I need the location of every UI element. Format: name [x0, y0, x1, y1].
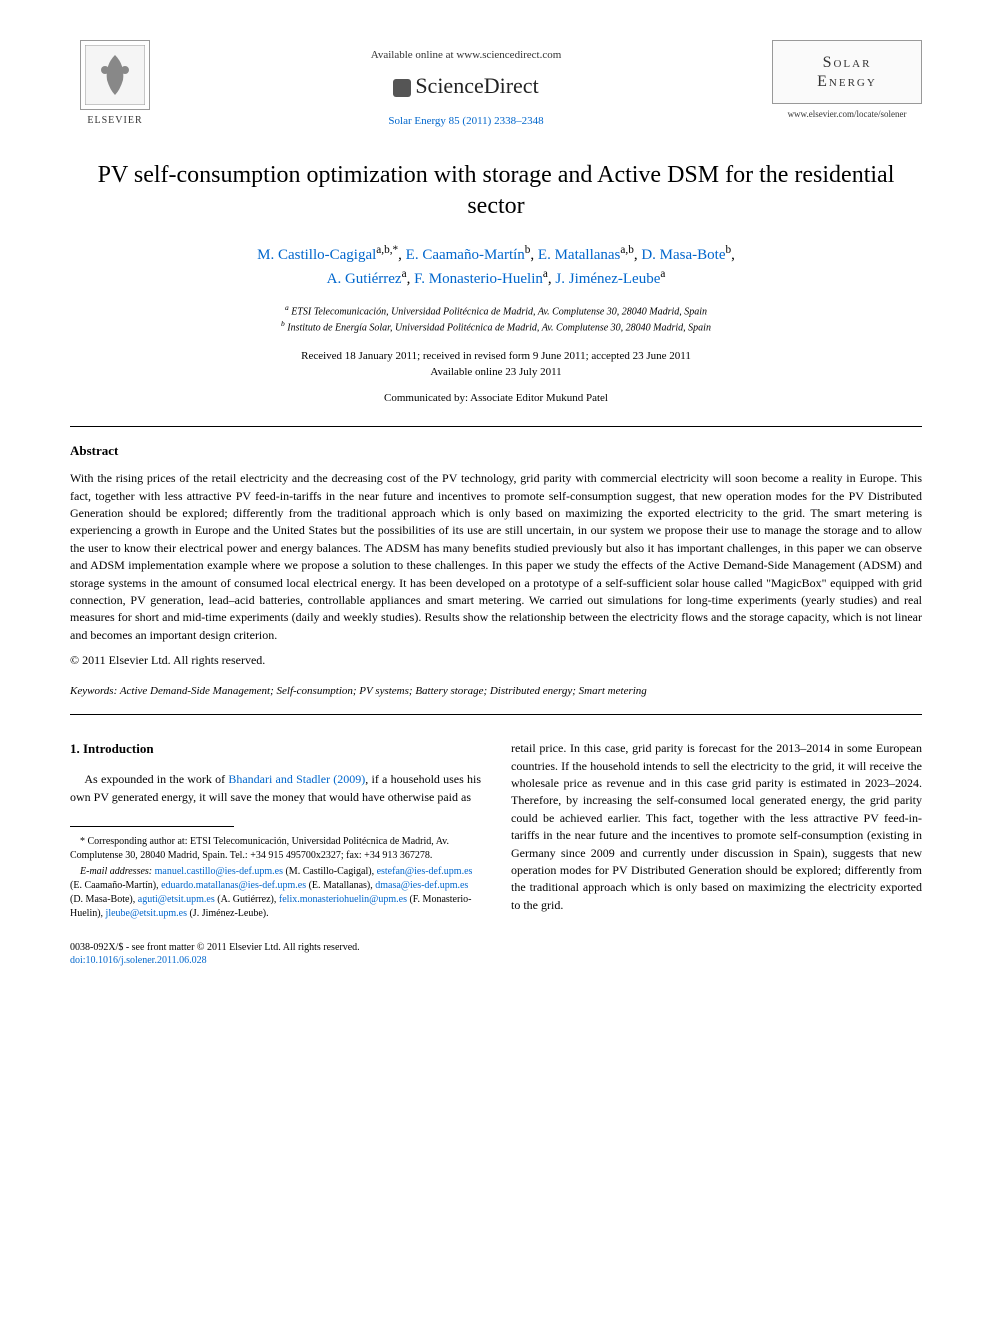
journal-header: ELSEVIER Available online at www.science…: [70, 40, 922, 130]
journal-url: www.elsevier.com/locate/solener: [772, 108, 922, 121]
author-3[interactable]: E. Matallanas: [538, 247, 620, 263]
body-columns: 1. Introduction As expounded in the work…: [70, 740, 922, 967]
journal-cover: Solar Energy: [772, 40, 922, 104]
email-5[interactable]: aguti@etsit.upm.es: [138, 894, 215, 905]
keywords-block: Keywords: Active Demand-Side Management;…: [70, 684, 922, 699]
abstract-copyright: © 2011 Elsevier Ltd. All rights reserved…: [70, 652, 922, 669]
email-6[interactable]: felix.monasteriohuelin@upm.es: [279, 894, 407, 905]
author-4[interactable]: D. Masa-Bote: [641, 247, 725, 263]
affiliations: a ETSI Telecomunicación, Universidad Pol…: [70, 303, 922, 336]
section-1-heading: 1. Introduction: [70, 740, 481, 759]
footnote-block: * Corresponding author at: ETSI Telecomu…: [70, 835, 481, 921]
email-addresses: E-mail addresses: manuel.castillo@ies-de…: [70, 865, 481, 921]
email-2[interactable]: estefan@ies-def.upm.es: [377, 866, 473, 877]
publisher-logo-block: ELSEVIER: [70, 40, 160, 128]
corresponding-author: * Corresponding author at: ETSI Telecomu…: [70, 835, 481, 863]
email-7[interactable]: jleube@etsit.upm.es: [106, 908, 187, 919]
doi-block: 0038-092X/$ - see front matter © 2011 El…: [70, 941, 481, 967]
article-title: PV self-consumption optimization with st…: [70, 160, 922, 222]
article-dates: Received 18 January 2011; received in re…: [70, 348, 922, 381]
front-matter-line: 0038-092X/$ - see front matter © 2011 El…: [70, 941, 481, 954]
sciencedirect-brand: ScienceDirect: [160, 71, 772, 102]
author-5[interactable]: A. Gutiérrez: [327, 271, 402, 287]
intro-paragraph-2: retail price. In this case, grid parity …: [511, 740, 922, 914]
abstract-text: With the rising prices of the retail ele…: [70, 470, 922, 644]
journal-name-line1: Solar: [781, 53, 913, 72]
communicated-by: Communicated by: Associate Editor Mukund…: [70, 391, 922, 406]
journal-name-line2: Energy: [781, 72, 913, 91]
author-2[interactable]: E. Caamaño-Martín: [406, 247, 525, 263]
column-left: 1. Introduction As expounded in the work…: [70, 740, 481, 967]
affiliation-b: Instituto de Energía Solar, Universidad …: [287, 323, 711, 334]
affiliation-a: ETSI Telecomunicación, Universidad Polit…: [291, 306, 707, 317]
email-4[interactable]: dmasa@ies-def.upm.es: [375, 880, 468, 891]
keywords-text: Active Demand-Side Management; Self-cons…: [120, 685, 647, 697]
email-3[interactable]: eduardo.matallanas@ies-def.upm.es: [161, 880, 306, 891]
divider-bottom: [70, 714, 922, 715]
column-right: retail price. In this case, grid parity …: [511, 740, 922, 967]
sciencedirect-icon: [393, 79, 411, 97]
author-7[interactable]: J. Jiménez-Leube: [555, 271, 660, 287]
intro-paragraph-1: As expounded in the work of Bhandari and…: [70, 771, 481, 806]
sciencedirect-text: ScienceDirect: [415, 73, 538, 98]
elsevier-label: ELSEVIER: [87, 114, 142, 128]
header-center: Available online at www.sciencedirect.co…: [160, 40, 772, 130]
citation-link[interactable]: Bhandari and Stadler (2009): [228, 772, 365, 786]
author-1[interactable]: M. Castillo-Cagigal: [257, 247, 376, 263]
doi-link[interactable]: doi:10.1016/j.solener.2011.06.028: [70, 955, 207, 966]
author-list: M. Castillo-Cagigala,b,*, E. Caamaño-Mar…: [70, 242, 922, 291]
email-label: E-mail addresses:: [80, 866, 152, 877]
abstract-heading: Abstract: [70, 442, 922, 460]
dates-received: Received 18 January 2011; received in re…: [301, 350, 691, 362]
divider-top: [70, 426, 922, 427]
elsevier-tree-icon: [80, 40, 150, 110]
journal-cover-block: Solar Energy www.elsevier.com/locate/sol…: [772, 40, 922, 121]
footnote-divider: [70, 826, 234, 827]
doi-line: doi:10.1016/j.solener.2011.06.028: [70, 954, 481, 967]
journal-reference[interactable]: Solar Energy 85 (2011) 2338–2348: [160, 114, 772, 129]
available-online-text: Available online at www.sciencedirect.co…: [160, 48, 772, 63]
keywords-label: Keywords:: [70, 685, 117, 697]
email-1[interactable]: manuel.castillo@ies-def.upm.es: [155, 866, 283, 877]
author-6[interactable]: F. Monasterio-Huelin: [414, 271, 543, 287]
dates-online: Available online 23 July 2011: [430, 366, 561, 378]
